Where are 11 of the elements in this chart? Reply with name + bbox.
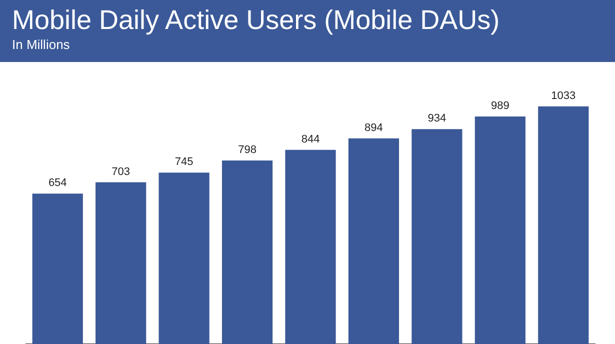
data-label: 1033 [551,90,576,102]
data-label: 798 [238,144,256,156]
chart-title: Mobile Daily Active Users (Mobile DAUs) [12,4,501,36]
chart-subtitle: In Millions [12,36,71,54]
data-label: 894 [364,122,383,134]
data-label: 934 [428,112,446,125]
data-label: 989 [490,100,510,112]
data-label: 745 [174,156,194,168]
data-label: 654 [48,177,67,190]
data-label: 703 [112,166,130,178]
data-label: 844 [301,133,320,146]
